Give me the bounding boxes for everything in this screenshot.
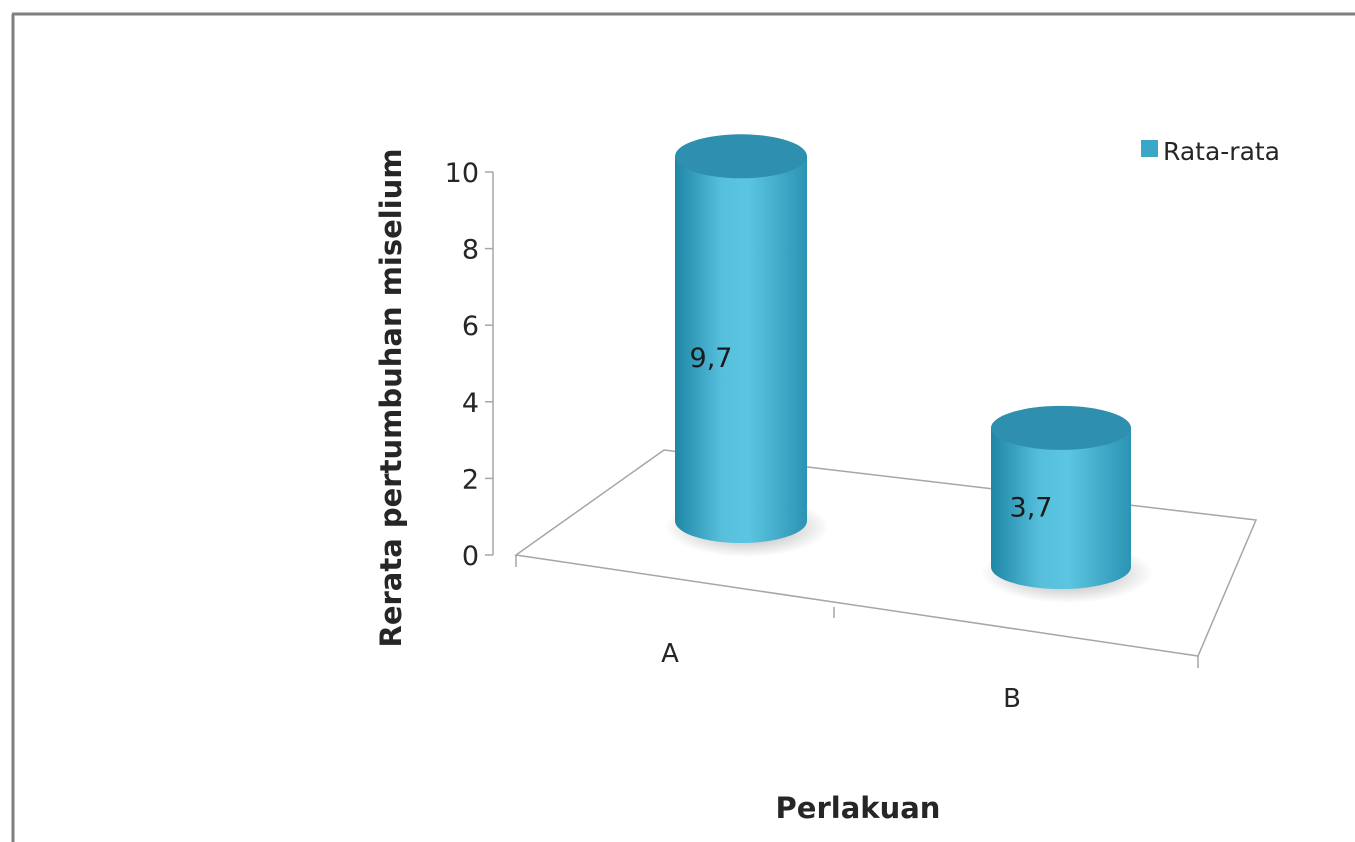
y-tick-label: 10	[445, 158, 479, 189]
y-axis-ticks: 0 2 4 6 8 10	[445, 158, 493, 572]
bar-B: 3,7	[981, 405, 1153, 603]
y-axis-title: Rerata pertumbuhan miselium	[374, 148, 408, 647]
y-tick-label: 4	[462, 388, 479, 419]
y-tick-label: 2	[462, 464, 479, 495]
x-axis-title: Perlakuan	[776, 791, 941, 825]
legend: Rata-rata	[1141, 137, 1280, 166]
bar-A: 9,7	[665, 134, 829, 557]
chart-floor	[514, 449, 1258, 657]
bar-series: 9,7 3,7	[665, 134, 1153, 603]
bar-top	[675, 134, 807, 179]
x-category-label: B	[1003, 684, 1021, 714]
legend-swatch	[1141, 140, 1158, 157]
y-tick-label: 0	[462, 541, 479, 572]
y-tick-label: 6	[462, 311, 479, 342]
bar-top	[991, 405, 1131, 450]
bar-data-label: 3,7	[1010, 492, 1053, 523]
bar-body	[991, 427, 1131, 589]
legend-label: Rata-rata	[1163, 137, 1280, 166]
bar-body	[675, 156, 807, 543]
x-category-label: A	[661, 639, 679, 669]
bar-data-label: 9,7	[690, 343, 733, 374]
y-tick-label: 8	[462, 235, 479, 266]
